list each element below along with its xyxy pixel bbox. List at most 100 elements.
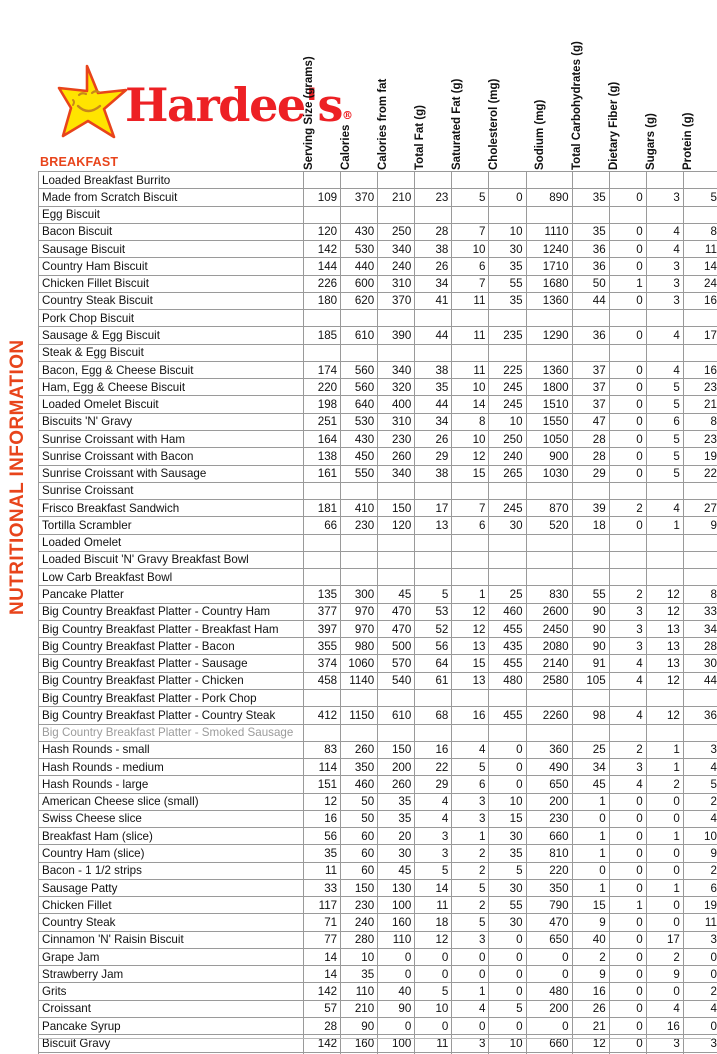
- nutrition-value: 6: [451, 516, 490, 535]
- nutrition-value: 0: [525, 1017, 573, 1036]
- nutrition-value: 11: [451, 360, 490, 380]
- nutrition-value: [488, 568, 527, 587]
- nutrition-value: [682, 688, 717, 708]
- nutrition-value: 23: [682, 429, 717, 449]
- nutrition-value: 160: [377, 913, 416, 932]
- nutrition-value: 220: [302, 378, 342, 397]
- nutrition-value: [571, 170, 610, 190]
- nutrition-value: [608, 205, 647, 224]
- nutrition-value: 0: [377, 947, 416, 967]
- nutrition-value: 4: [451, 740, 490, 760]
- nutrition-value: 5: [645, 464, 684, 483]
- menu-item-name: Big Country Breakfast Platter - Country …: [38, 706, 304, 725]
- column-header-7: Total Carbohydrates (g): [571, 41, 583, 170]
- table-row: Steak & Egg Biscuit: [38, 343, 717, 362]
- nutrition-value: 23: [682, 378, 717, 397]
- nutrition-value: 0: [451, 947, 490, 967]
- nutrition-value: 135: [302, 585, 342, 604]
- nutrition-value: 45: [377, 861, 416, 880]
- nutrition-value: 5: [488, 999, 527, 1019]
- sheet-side-title: NUTRITIONAL INFORMATION: [0, 160, 36, 620]
- nutrition-value: 374: [302, 654, 342, 673]
- menu-item-name: Chicken Fillet: [38, 896, 304, 915]
- nutrition-value: 55: [488, 274, 527, 293]
- nutrition-value: 250: [377, 222, 416, 242]
- nutrition-value: 4: [682, 758, 717, 777]
- nutrition-value: 470: [525, 913, 573, 932]
- table-row: Sunrise Croissant with Sausage 161 550 340 3…: [38, 464, 717, 483]
- nutrition-value: 0: [608, 982, 647, 1001]
- menu-item-name: Egg Biscuit: [38, 205, 304, 224]
- nutrition-value: 24: [682, 274, 717, 293]
- nutrition-value: 35: [571, 188, 610, 207]
- nutrition-value: 4: [608, 654, 647, 673]
- nutrition-value: 10: [488, 412, 527, 431]
- nutrition-value: 0: [377, 965, 416, 984]
- nutrition-value: [645, 533, 684, 552]
- nutrition-value: 36: [571, 326, 610, 345]
- nutrition-value: [571, 343, 610, 362]
- nutrition-value: 5: [414, 861, 453, 880]
- nutrition-value: 0: [645, 982, 684, 1001]
- nutrition-value: 3: [645, 291, 684, 311]
- nutrition-value: 2450: [525, 619, 573, 639]
- nutrition-value: [302, 533, 342, 552]
- nutrition-value: 13: [645, 637, 684, 656]
- nutrition-value: 0: [608, 326, 647, 345]
- nutrition-value: [451, 481, 490, 501]
- nutrition-value: 2: [645, 947, 684, 967]
- nutrition-value: 0: [645, 792, 684, 811]
- nutrition-value: 240: [377, 257, 416, 276]
- nutrition-value: [451, 533, 490, 552]
- nutrition-value: [451, 309, 490, 328]
- nutrition-value: 0: [608, 378, 647, 397]
- nutrition-value: 650: [525, 775, 573, 794]
- nutrition-value: 0: [414, 965, 453, 984]
- nutrition-value: 35: [302, 844, 342, 863]
- nutrition-value: 0: [608, 947, 647, 967]
- table-row: Country Steak 71 240 160 18 5 30 470 9 0 0 11: [38, 913, 717, 932]
- nutrition-value: 16: [414, 740, 453, 760]
- table-row: Big Country Breakfast Platter - Sausage 3…: [38, 654, 717, 673]
- nutrition-value: 4: [414, 792, 453, 811]
- table-row: Country Ham (slice) 35 60 30 3 2 35 810 1 0 0 9: [38, 844, 717, 863]
- menu-item-name: Hash Rounds - medium: [38, 758, 304, 777]
- table-row: Sunrise Croissant with Ham 164 430 230 26 10 2…: [38, 429, 717, 449]
- nutrition-value: 105: [571, 671, 610, 690]
- nutrition-value: 20: [377, 827, 416, 846]
- menu-item-name: Bacon Biscuit: [38, 222, 304, 242]
- nutrition-value: 405: [488, 1051, 527, 1054]
- nutrition-value: 260: [377, 447, 416, 466]
- nutrition-value: 60: [340, 827, 379, 846]
- nutrition-value: 4: [608, 671, 647, 690]
- menu-item-name: Breakfast Ham (slice): [38, 827, 304, 846]
- nutrition-value: 0: [451, 965, 490, 984]
- nutrition-value: [302, 723, 342, 742]
- nutrition-value: [340, 723, 379, 742]
- nutrition-value: 21: [571, 1017, 610, 1036]
- nutrition-value: 5: [645, 447, 684, 466]
- nutrition-value: 830: [525, 585, 573, 604]
- nutrition-value: 37: [571, 360, 610, 380]
- menu-item-name: Frisco Breakfast Sandwich: [38, 499, 304, 518]
- nutrition-value: 138: [302, 447, 342, 466]
- nutrition-value: 10: [340, 947, 379, 967]
- nutrition-value: 210: [340, 999, 379, 1019]
- nutrition-value: 12: [302, 792, 342, 811]
- nutrition-value: 1710: [525, 257, 573, 276]
- nutrition-value: 8: [682, 222, 717, 242]
- nutrition-value: 660: [525, 827, 573, 846]
- nutrition-value: 14: [302, 965, 342, 984]
- star-icon: [57, 64, 128, 139]
- nutrition-value: 310: [377, 412, 416, 431]
- nutrition-value: 1140: [340, 671, 379, 690]
- table-row: Strawberry Jam 14 35 0 0 0 0 0 9 0 9 0: [38, 965, 717, 984]
- nutrition-value: 26: [571, 999, 610, 1019]
- nutrition-value: 68: [414, 706, 453, 725]
- nutrition-value: 412: [302, 706, 342, 725]
- nutrition-value: 45: [571, 775, 610, 794]
- nutrition-value: 12: [414, 930, 453, 949]
- table-row: Chicken Fillet 117 230 100 11 2 55 790 15 1 0 19: [38, 896, 717, 915]
- nutrition-value: 0: [608, 844, 647, 863]
- nutrition-value: 370: [340, 188, 379, 207]
